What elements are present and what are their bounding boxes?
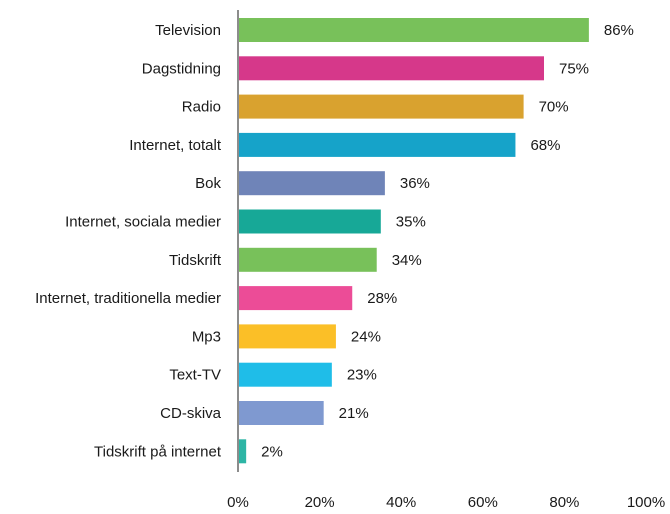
bar-internet-traditionella-medier <box>238 286 353 311</box>
x-tick-label-100pct: 100% <box>627 494 665 511</box>
value-label-tidskrift-p-internet: 2% <box>261 443 283 460</box>
category-label-television: Television <box>155 22 221 39</box>
value-labels: 86% 75% 70% 68% 36% 35% 34% 28% 24% 23% 21% 2% <box>261 22 634 460</box>
value-label-radio: 70% <box>539 99 569 116</box>
value-label-internet-sociala-medier: 35% <box>396 214 426 231</box>
category-label-internet-totalt: Internet, totalt <box>129 137 222 154</box>
bar-cd-skiva <box>238 401 324 425</box>
bar-mp3 <box>238 324 336 349</box>
category-label-internet-traditionella-medier: Internet, traditionella medier <box>35 290 221 307</box>
value-label-cd-skiva: 21% <box>339 405 369 422</box>
value-label-internet-totalt: 68% <box>530 137 560 154</box>
category-label-cd-skiva: CD-skiva <box>160 405 221 422</box>
bar-internet-totalt <box>238 132 516 157</box>
category-label-bok: Bok <box>195 175 221 192</box>
category-label-tidskrift-p-internet: Tidskrift på internet <box>94 443 222 460</box>
value-label-tidskrift: 34% <box>392 252 422 269</box>
category-label-mp3: Mp3 <box>192 328 221 345</box>
category-label-text-tv: Text-TV <box>169 367 221 384</box>
value-label-mp3: 24% <box>351 328 381 345</box>
x-tick-label-0pct: 0% <box>227 494 249 511</box>
x-tick-label-60pct: 60% <box>468 494 498 511</box>
category-labels: Television Dagstidning Radio Internet, tota… <box>35 22 222 460</box>
value-label-text-tv: 23% <box>347 367 377 384</box>
x-tick-label-40pct: 40% <box>386 494 416 511</box>
bar-internet-sociala-medier <box>238 209 381 234</box>
value-label-bok: 36% <box>400 175 430 192</box>
value-label-internet-traditionella-medier: 28% <box>367 290 397 307</box>
category-label-dagstidning: Dagstidning <box>142 60 221 77</box>
category-label-internet-sociala-medier: Internet, sociala medier <box>65 214 221 231</box>
category-label-tidskrift: Tidskrift <box>169 252 222 269</box>
x-tick-label-20pct: 20% <box>305 494 335 511</box>
x-axis-ticks: 0% 20% 40% 60% 80% 100% <box>227 494 665 511</box>
x-tick-label-80pct: 80% <box>549 494 579 511</box>
bars <box>238 18 589 464</box>
value-label-dagstidning: 75% <box>559 60 589 77</box>
bar-television <box>238 18 589 42</box>
bar-tidskrift <box>238 247 377 272</box>
bar-dagstidning <box>238 56 544 81</box>
bar-radio <box>238 94 524 119</box>
bar-text-tv <box>238 362 332 387</box>
category-label-radio: Radio <box>182 99 221 116</box>
value-label-television: 86% <box>604 22 634 39</box>
bar-bok <box>238 171 385 196</box>
bar-tidskrift-p-internet <box>238 439 247 464</box>
